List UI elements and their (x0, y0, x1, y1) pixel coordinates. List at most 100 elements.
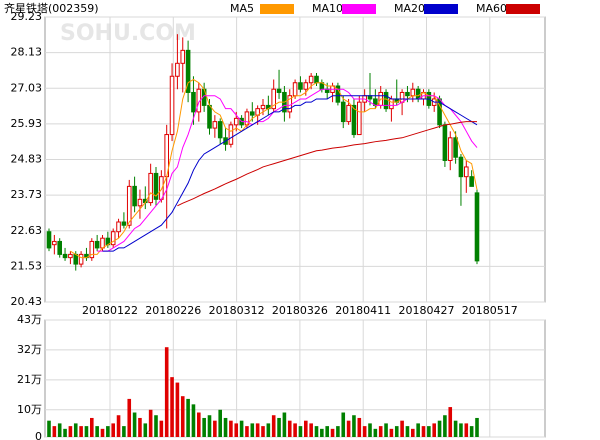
candle-body (68, 253, 73, 259)
candle-body (314, 75, 319, 84)
volume-bar (47, 420, 51, 437)
legend: MA5 MA10 MA20 MA60 (230, 2, 540, 15)
volume-bar (368, 423, 372, 437)
candle-body (78, 253, 84, 265)
candle-body (346, 104, 351, 123)
x-tick-label: 20180517 (462, 304, 518, 317)
volume-bar (111, 423, 115, 437)
volume-bar (186, 398, 190, 437)
volume-bar (320, 428, 324, 437)
candle-body (453, 137, 458, 158)
volume-bar (427, 426, 431, 437)
volume-bar (159, 420, 164, 437)
candle-body (217, 121, 223, 139)
candle-body (410, 88, 416, 97)
candle-body (335, 85, 341, 103)
candle-body (100, 237, 105, 249)
volume-bar (116, 415, 121, 437)
legend-swatch (260, 4, 294, 14)
candle-body (469, 176, 474, 187)
y-tick-label: 22.63 (11, 224, 43, 237)
volume-bar (411, 428, 415, 437)
candle-body (292, 82, 298, 97)
volume-bar (475, 417, 479, 437)
candle-body (250, 111, 255, 116)
volume-bar (394, 426, 399, 437)
volume-bar (405, 426, 410, 437)
volume-bar (138, 417, 142, 437)
candle-body (89, 240, 95, 259)
candle-body (458, 156, 464, 178)
candle-body (271, 88, 276, 110)
candle-body (383, 91, 389, 110)
x-tick-label: 20180427 (399, 304, 455, 317)
volume-bar (207, 415, 212, 437)
candle-body (260, 104, 266, 110)
volume-bar (90, 417, 94, 437)
volume-bar (63, 428, 67, 437)
volume-bar (250, 423, 255, 437)
candle-body (389, 98, 394, 110)
candle-body (159, 176, 164, 200)
candle-body (137, 198, 143, 207)
volume-bar (459, 423, 463, 437)
volume-bar (384, 423, 388, 437)
volume-bar (421, 426, 426, 437)
y-tick-label: 21.53 (11, 259, 43, 272)
candle-body (405, 91, 410, 97)
y-tick-label: 29.23 (11, 10, 43, 23)
volume-bar (443, 415, 447, 437)
volume-bar (84, 426, 89, 437)
candle-body (357, 101, 362, 136)
volume-bar (175, 382, 180, 437)
volume-bar (164, 347, 169, 437)
volume-bar (341, 412, 346, 437)
candle-body (110, 231, 116, 246)
volume-bar (373, 428, 378, 437)
volume-bar (229, 420, 233, 437)
ma-line (70, 78, 478, 259)
candle-body (148, 172, 153, 204)
candle-body (298, 82, 303, 90)
volume-bar (122, 426, 126, 437)
volume-bar (197, 412, 201, 437)
volume-bar (357, 417, 362, 437)
candle-body (73, 253, 79, 265)
volume-bar (127, 398, 132, 437)
volume-bar (346, 420, 351, 437)
volume-bar (100, 428, 105, 437)
volume-bar (52, 426, 57, 437)
volume-bar (282, 412, 287, 437)
candle-body (94, 240, 100, 249)
volume-bar (293, 423, 297, 437)
candle-body (191, 91, 196, 113)
y-tick-label: 27.03 (11, 81, 43, 94)
volume-bar (400, 420, 404, 437)
volume-bar (389, 428, 394, 437)
volume-bar (469, 426, 474, 437)
volume-bar (287, 420, 292, 437)
legend-swatch (342, 4, 376, 14)
candle-body (228, 124, 234, 145)
volume-bar (223, 417, 228, 437)
volume-bar (271, 415, 276, 437)
candle-body (464, 166, 469, 178)
candle-body (340, 101, 346, 123)
candle-body (180, 49, 186, 64)
y-tick-label: 24.83 (11, 153, 43, 166)
volume-bar (95, 426, 99, 437)
candle-body (169, 75, 175, 136)
volume-bar (453, 420, 458, 437)
volume-bar (148, 409, 153, 437)
volume-bar (73, 423, 78, 437)
volume-bar (448, 407, 453, 437)
legend-label: MA5 (230, 2, 254, 15)
legend-swatch (424, 4, 458, 14)
volume-bar (362, 426, 367, 437)
volume-bar (330, 428, 335, 437)
volume-bar (437, 420, 442, 437)
candle-body (153, 172, 159, 200)
candle-body (276, 88, 282, 93)
watermark: SOHU.COM (60, 21, 196, 46)
